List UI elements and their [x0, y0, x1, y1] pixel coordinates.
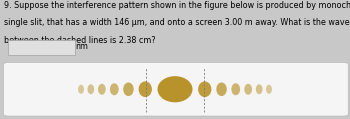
Ellipse shape — [78, 85, 84, 94]
Ellipse shape — [256, 84, 262, 94]
Ellipse shape — [123, 82, 134, 96]
Ellipse shape — [98, 84, 106, 95]
Text: single slit, that has a width 146 µm, and onto a screen 3.00 m away. What is the: single slit, that has a width 146 µm, an… — [4, 18, 350, 27]
FancyBboxPatch shape — [4, 62, 348, 116]
Ellipse shape — [139, 81, 152, 97]
Ellipse shape — [244, 84, 252, 95]
Ellipse shape — [216, 82, 227, 96]
Ellipse shape — [231, 83, 240, 95]
Ellipse shape — [110, 83, 119, 95]
Text: between the dashed lines is 2.38 cm?: between the dashed lines is 2.38 cm? — [4, 36, 155, 45]
Ellipse shape — [88, 84, 94, 94]
Ellipse shape — [198, 81, 211, 97]
FancyBboxPatch shape — [8, 40, 75, 55]
Ellipse shape — [266, 85, 272, 94]
Text: 9. Suppose the interference pattern shown in the figure below is produced by mon: 9. Suppose the interference pattern show… — [4, 1, 350, 10]
Text: nm: nm — [75, 42, 88, 51]
Ellipse shape — [158, 76, 192, 102]
